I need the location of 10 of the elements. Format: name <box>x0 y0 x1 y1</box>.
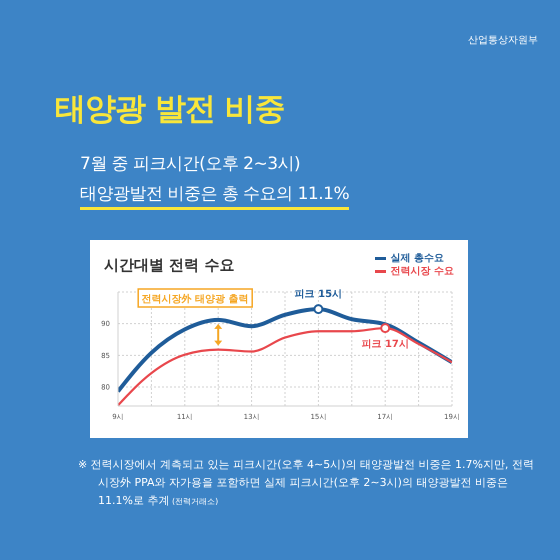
chart-subtitle: 7월 중 피크시간(오후 2~3시) 태양광발전 비중은 총 수요의 11.1% <box>80 153 350 206</box>
legend-label: 실제 총수요 <box>390 252 444 265</box>
text: 시간대별 전력 수요 <box>104 256 234 275</box>
annotation: 피크 17시 <box>361 339 409 350</box>
chart-title: 태양광 발전 비중 <box>55 90 285 129</box>
text: (전력거래소) <box>171 497 218 506</box>
annotation: 전력시장外 태양광 출력 <box>142 293 249 305</box>
annotation: 피크 15시 <box>294 289 342 300</box>
legend-label: 전력시장 수요 <box>390 265 454 278</box>
text: 산업통상자원부 <box>468 34 538 47</box>
